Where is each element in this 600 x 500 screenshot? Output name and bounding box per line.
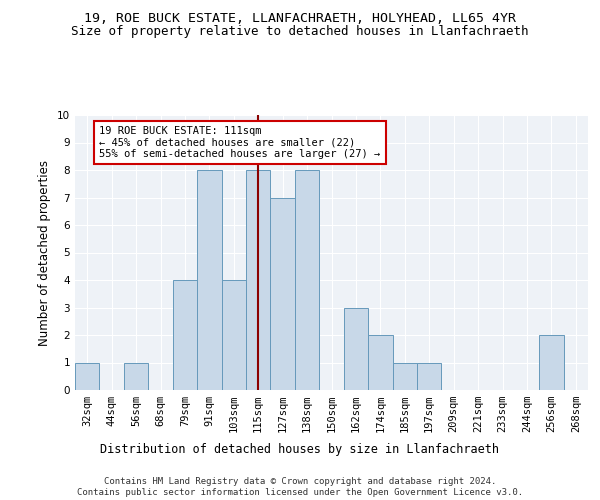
- Y-axis label: Number of detached properties: Number of detached properties: [38, 160, 52, 346]
- Bar: [392, 362, 417, 390]
- Bar: [368, 335, 392, 390]
- Bar: [344, 308, 368, 390]
- Bar: [221, 280, 246, 390]
- Bar: [197, 170, 221, 390]
- Bar: [539, 335, 563, 390]
- Bar: [246, 170, 271, 390]
- Bar: [271, 198, 295, 390]
- Bar: [124, 362, 148, 390]
- Bar: [173, 280, 197, 390]
- Bar: [295, 170, 319, 390]
- Text: 19, ROE BUCK ESTATE, LLANFACHRAETH, HOLYHEAD, LL65 4YR: 19, ROE BUCK ESTATE, LLANFACHRAETH, HOLY…: [84, 12, 516, 26]
- Text: Size of property relative to detached houses in Llanfachraeth: Size of property relative to detached ho…: [71, 25, 529, 38]
- Text: Distribution of detached houses by size in Llanfachraeth: Distribution of detached houses by size …: [101, 442, 499, 456]
- Bar: [75, 362, 100, 390]
- Bar: [417, 362, 442, 390]
- Text: Contains HM Land Registry data © Crown copyright and database right 2024.
Contai: Contains HM Land Registry data © Crown c…: [77, 478, 523, 497]
- Text: 19 ROE BUCK ESTATE: 111sqm
← 45% of detached houses are smaller (22)
55% of semi: 19 ROE BUCK ESTATE: 111sqm ← 45% of deta…: [100, 126, 380, 159]
